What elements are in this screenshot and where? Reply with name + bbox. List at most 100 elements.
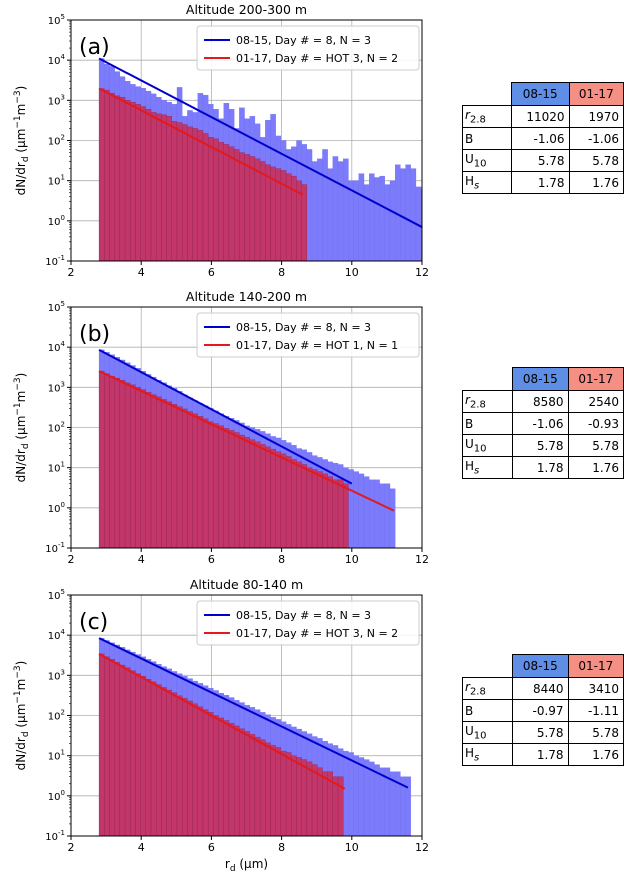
bar-series2 — [109, 93, 115, 261]
chart-title: Altitude 140-200 m — [186, 289, 307, 304]
chart-panel-a: 2 4 6 8 10 12 10-1 100 101 102 103 104 105 Altitude 2… — [13, 2, 437, 279]
bar-series2 — [228, 146, 235, 261]
bar-series2 — [119, 97, 126, 261]
legend-label-series2: 01-17, Day # = HOT 1, N = 1 — [236, 339, 398, 352]
bar-series2 — [156, 396, 162, 548]
bar-series1 — [363, 476, 370, 548]
bar-series2 — [182, 124, 188, 261]
bar-series2 — [213, 423, 219, 548]
bar-series2 — [150, 681, 157, 836]
bar-series2 — [166, 116, 172, 261]
bar-series2 — [218, 142, 224, 261]
x-tick-label: 8 — [278, 841, 285, 854]
bar-series2 — [332, 479, 339, 548]
bar-series2 — [291, 459, 297, 548]
panel-label: (c) — [79, 610, 108, 635]
x-tick-label: 12 — [415, 266, 429, 279]
table-header-2: 01-17 — [567, 367, 624, 391]
y-axis-label: dN/drd (µm−1m−3) — [13, 86, 31, 196]
bar-series2 — [291, 755, 297, 836]
bar-series1 — [327, 168, 333, 261]
bar-series2 — [166, 401, 172, 548]
bar-series2 — [249, 156, 256, 261]
bar-series2 — [223, 720, 230, 836]
bar-series2 — [301, 759, 308, 836]
bar-series2 — [337, 479, 344, 548]
bar-series2 — [197, 706, 204, 836]
bar-series2 — [296, 757, 302, 836]
y-tick-label: 10-1 — [45, 829, 65, 843]
legend-box — [196, 312, 420, 358]
bar-series1 — [337, 161, 344, 261]
bar-series1 — [363, 759, 370, 836]
y-tick-label: 105 — [48, 588, 65, 602]
bar-series2 — [270, 745, 276, 836]
table-cell: 5.78 — [567, 721, 624, 744]
bar-series2 — [145, 109, 152, 261]
x-tick-label: 10 — [345, 841, 359, 854]
table-row: B -1.06 -0.93 — [461, 412, 624, 435]
y-tick-label: 105 — [48, 300, 65, 314]
bar-series2 — [301, 184, 308, 261]
bar-series2 — [135, 673, 141, 836]
y-tick-label: 104 — [48, 628, 66, 642]
bar-series2 — [213, 138, 219, 261]
bar-series2 — [182, 408, 188, 548]
y-tick-label: 100 — [48, 789, 65, 803]
table-cell: 5.78 — [512, 434, 569, 457]
y-tick-label: 103 — [48, 668, 65, 682]
fit-line-series1 — [98, 57, 423, 228]
x-tick-label: 4 — [138, 841, 145, 854]
bar-series1 — [400, 168, 406, 261]
row-label: Hs — [462, 171, 512, 194]
bar-series2 — [275, 747, 282, 836]
bar-series2 — [119, 380, 126, 548]
bar-series2 — [265, 446, 271, 548]
row-label: U10 — [461, 721, 514, 744]
bars — [98, 349, 396, 548]
bar-series1 — [379, 767, 385, 836]
bar-series2 — [306, 467, 313, 548]
x-tick-label: 8 — [278, 553, 285, 566]
bar-series2 — [202, 418, 209, 548]
bar-series2 — [187, 700, 193, 836]
row-label: r2.8 — [461, 677, 514, 700]
table-row: Hs 1.78 1.76 — [461, 456, 624, 479]
bar-series1 — [432, 209, 437, 261]
y-tick-label: 100 — [48, 214, 65, 228]
table-cell: 1.76 — [568, 171, 624, 194]
bar-series2 — [327, 476, 333, 548]
bar-series2 — [171, 404, 178, 548]
y-tick-label: 103 — [48, 93, 65, 107]
chart-title: Altitude 80-140 m — [190, 577, 303, 592]
bar-series1 — [374, 177, 380, 261]
bar-series2 — [244, 154, 250, 261]
bar-series2 — [259, 444, 266, 548]
x-tick-label: 6 — [208, 266, 215, 279]
bar-series2 — [228, 723, 235, 836]
table-row: B -1.06 -1.06 — [462, 127, 624, 150]
y-tick-label: 104 — [48, 340, 66, 354]
legend-label-series1: 08-15, Day # = 8, N = 3 — [236, 321, 371, 334]
bar-series2 — [202, 709, 209, 836]
row-label: B — [462, 127, 512, 150]
bar-series1 — [332, 156, 339, 261]
bar-series1 — [405, 776, 411, 836]
bar-series2 — [218, 717, 224, 836]
table-cell: 8440 — [512, 677, 569, 700]
bar-series2 — [150, 112, 157, 261]
bar-series2 — [130, 670, 136, 836]
bar-series2 — [285, 456, 292, 548]
panel-label: (b) — [79, 322, 110, 347]
bar-series2 — [114, 662, 121, 836]
y-tick-label: 102 — [48, 134, 65, 148]
table-cell: -1.06 — [512, 412, 569, 435]
table-cell: 5.78 — [512, 721, 569, 744]
bar-series2 — [104, 656, 110, 836]
bar-series2 — [187, 126, 193, 261]
bar-series2 — [114, 377, 121, 548]
bar-series1 — [410, 168, 417, 261]
bar-series1 — [369, 479, 375, 548]
legend-box — [196, 25, 420, 71]
bar-series2 — [317, 471, 323, 548]
